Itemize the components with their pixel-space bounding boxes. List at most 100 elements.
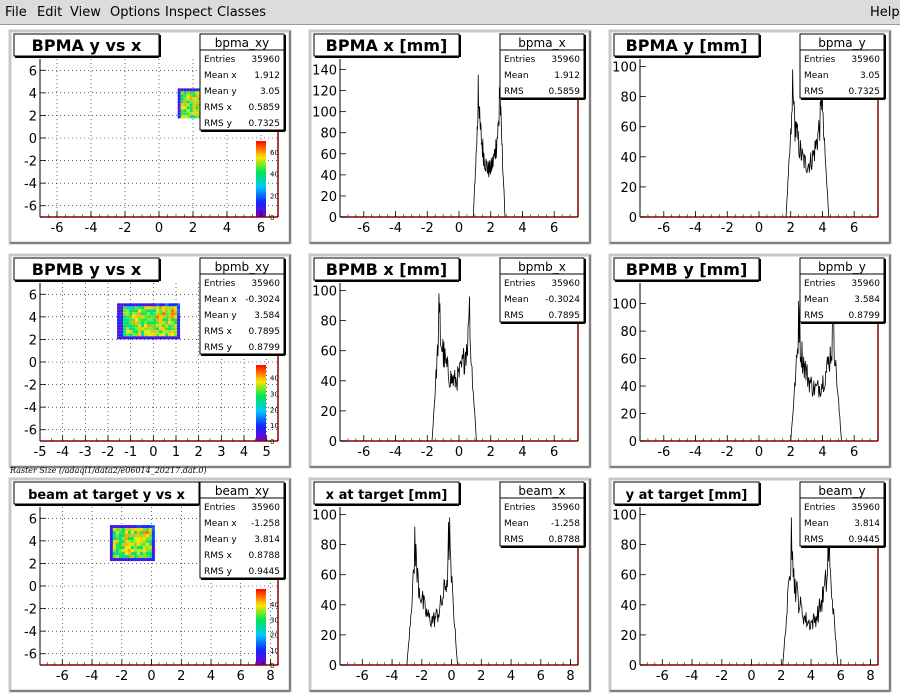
heatmap-cell bbox=[177, 303, 181, 307]
heatmap-cell bbox=[159, 312, 163, 316]
menu-help[interactable]: Help bbox=[870, 5, 900, 20]
heatmap-cell bbox=[144, 327, 148, 331]
heatmap-cell bbox=[147, 303, 151, 307]
stats-value: -1.258 bbox=[251, 519, 280, 529]
heatmap-cell bbox=[141, 330, 145, 334]
heatmap-cell bbox=[135, 303, 139, 307]
heatmap-cell bbox=[117, 327, 121, 331]
stats-label: Mean x bbox=[204, 295, 237, 305]
y-tick-label: 0 bbox=[629, 435, 637, 450]
menu-view[interactable]: View bbox=[70, 5, 101, 20]
colorbar-segment bbox=[256, 156, 266, 159]
heatmap-cell bbox=[109, 528, 113, 532]
heatmap-cell bbox=[139, 534, 143, 538]
menu-inspect[interactable]: Inspect bbox=[165, 5, 213, 20]
colorbar-tick-label: 0 bbox=[270, 662, 274, 670]
heatmap-cell bbox=[150, 312, 154, 316]
heatmap-cell bbox=[195, 112, 199, 116]
heatmap-cell bbox=[165, 321, 169, 325]
heatmap-cell bbox=[136, 543, 140, 547]
x-tick-label: 4 bbox=[223, 221, 231, 236]
heatmap-cell bbox=[120, 312, 124, 316]
heatmap-cell bbox=[142, 549, 146, 553]
heatmap-cell bbox=[126, 321, 130, 325]
heatmap-cell bbox=[177, 94, 181, 98]
y-tick-label: 60 bbox=[320, 569, 337, 584]
heatmap-cell bbox=[117, 312, 121, 316]
heatmap-cell bbox=[189, 115, 193, 119]
stats-label: RMS bbox=[804, 87, 824, 97]
menu-file[interactable]: File bbox=[5, 5, 27, 20]
menu-options[interactable]: Options bbox=[110, 5, 161, 20]
heatmap-cell bbox=[153, 327, 157, 331]
stats-label: Mean y bbox=[204, 535, 237, 545]
menu-classes[interactable]: Classes bbox=[217, 5, 266, 20]
stats-value: 35960 bbox=[251, 55, 280, 65]
heatmap-cell bbox=[123, 306, 127, 310]
heatmap-cell bbox=[177, 88, 181, 92]
stats-box bbox=[799, 481, 885, 547]
heatmap-cell bbox=[162, 324, 166, 328]
heatmap-cell bbox=[148, 555, 152, 559]
heatmap-cell bbox=[195, 115, 199, 119]
colorbar-segment bbox=[256, 201, 266, 205]
heatmap-cell bbox=[162, 312, 166, 316]
stats-value: -1.258 bbox=[551, 519, 580, 529]
heatmap-cell bbox=[177, 97, 181, 101]
heatmap-cell bbox=[136, 525, 140, 529]
root-canvas[interactable]: 0 20 40 60 -6 -4 -2 0 2 4 6 -6 -4 -2 0 2 4 6 BPMA y vs x bp… bbox=[0, 26, 900, 700]
colorbar-segment bbox=[256, 649, 266, 653]
stats-label: RMS bbox=[504, 311, 524, 321]
heatmap-cell bbox=[145, 540, 149, 544]
heatmap-cell bbox=[171, 312, 175, 316]
heatmap-cell bbox=[151, 528, 155, 532]
heatmap-cell bbox=[180, 97, 184, 101]
heatmap-cell bbox=[165, 303, 169, 307]
heatmap-cell bbox=[159, 306, 163, 310]
menu-bar: File Edit View Options Inspect Classes H… bbox=[0, 0, 900, 25]
heatmap-cell bbox=[130, 531, 134, 535]
heatmap-cell bbox=[144, 324, 148, 328]
heatmap-cell bbox=[133, 540, 137, 544]
heatmap-cell bbox=[130, 558, 134, 562]
menu-edit[interactable]: Edit bbox=[37, 5, 63, 20]
stats-value: 3.584 bbox=[254, 311, 280, 321]
heatmap-cell bbox=[121, 549, 125, 553]
x-tick-label: 6 bbox=[237, 669, 245, 684]
colorbar-segment bbox=[256, 429, 266, 432]
heatmap-cell bbox=[142, 546, 146, 550]
x-tick-label: -6 bbox=[657, 221, 670, 236]
heatmap-cell bbox=[139, 540, 143, 544]
stats-value: 1.912 bbox=[554, 71, 580, 81]
heatmap-cell bbox=[180, 115, 184, 119]
stats-label: Mean x bbox=[204, 519, 237, 529]
heatmap-cell bbox=[186, 91, 190, 95]
heatmap-cell bbox=[189, 91, 193, 95]
heatmap-cell bbox=[138, 336, 142, 340]
x-tick-label: -2 bbox=[421, 221, 434, 236]
heatmap-cell bbox=[135, 315, 139, 319]
heatmap-cell bbox=[115, 531, 119, 535]
colorbar-segment bbox=[256, 393, 266, 396]
heatmap-cell bbox=[165, 324, 169, 328]
x-tick-label: 1 bbox=[172, 445, 180, 460]
x-tick-label: -6 bbox=[357, 221, 370, 236]
heatmap-cell bbox=[148, 525, 152, 529]
stats-value: 0.8788 bbox=[249, 551, 281, 561]
heatmap-cell bbox=[141, 303, 145, 307]
heatmap-cell bbox=[133, 558, 137, 562]
heatmap-cell bbox=[130, 537, 134, 541]
y-tick-label: 80 bbox=[320, 127, 337, 142]
stats-label: RMS x bbox=[204, 551, 233, 561]
heatmap-cell bbox=[127, 549, 131, 553]
heatmap-cell bbox=[192, 109, 196, 113]
heatmap-cell bbox=[177, 318, 181, 322]
heatmap-cell bbox=[151, 555, 155, 559]
colorbar-segment bbox=[256, 378, 266, 381]
heatmap-cell bbox=[109, 558, 113, 562]
heatmap-cell bbox=[174, 327, 178, 331]
heatmap-cell bbox=[168, 303, 172, 307]
heatmap-cell bbox=[120, 333, 124, 337]
heatmap-cell bbox=[156, 315, 160, 319]
heatmap-cell bbox=[171, 306, 175, 310]
